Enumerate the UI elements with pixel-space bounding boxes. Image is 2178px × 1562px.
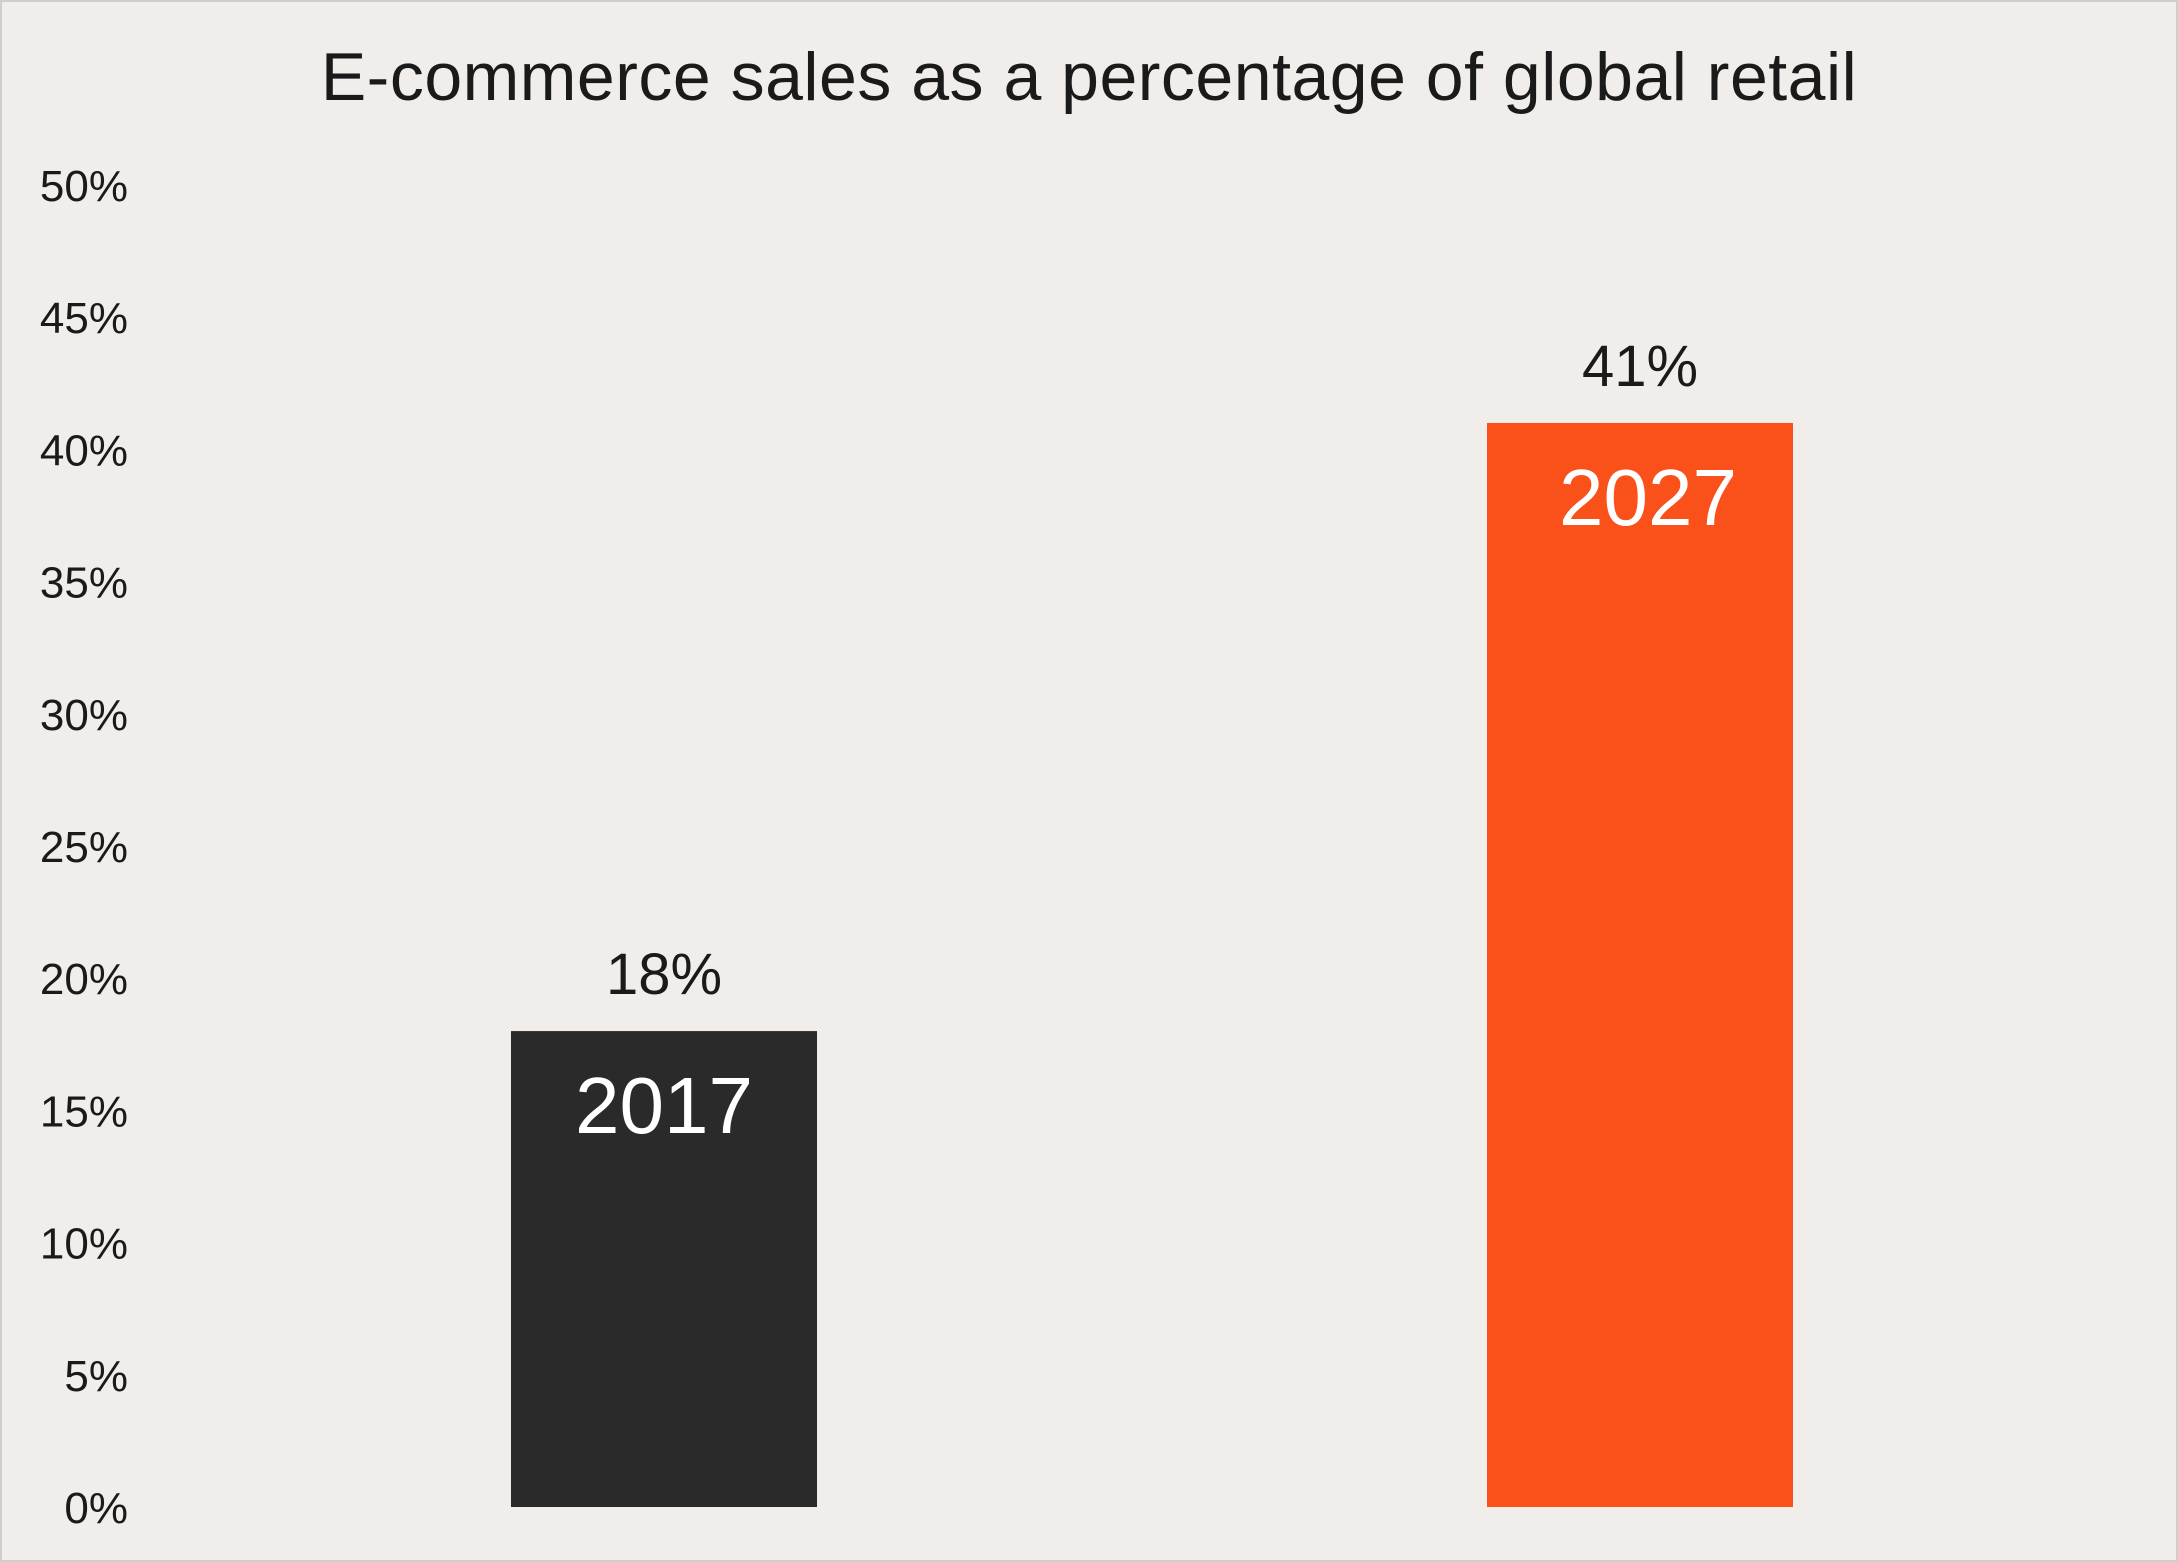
y-tick-label: 15% bbox=[40, 1087, 128, 1136]
category-label-2017: 2017 bbox=[575, 1061, 753, 1150]
bar-2027 bbox=[1487, 422, 1793, 1508]
y-tick-label: 45% bbox=[40, 294, 128, 343]
y-tick-label: 5% bbox=[64, 1352, 128, 1401]
y-tick-label: 10% bbox=[40, 1220, 128, 1269]
y-tick-label: 40% bbox=[40, 426, 128, 475]
y-tick-label: 50% bbox=[40, 162, 128, 211]
y-tick-label: 0% bbox=[64, 1484, 128, 1533]
value-label-2017: 18% bbox=[606, 942, 722, 1007]
y-tick-label: 25% bbox=[40, 823, 128, 872]
chart-title: E-commerce sales as a percentage of glob… bbox=[320, 39, 1858, 115]
value-label-2027: 41% bbox=[1582, 334, 1698, 399]
y-tick-label: 30% bbox=[40, 691, 128, 740]
y-tick-label: 35% bbox=[40, 559, 128, 608]
bar-2017 bbox=[511, 1031, 817, 1507]
category-label-2027: 2027 bbox=[1559, 453, 1737, 542]
y-tick-label: 20% bbox=[40, 955, 128, 1004]
